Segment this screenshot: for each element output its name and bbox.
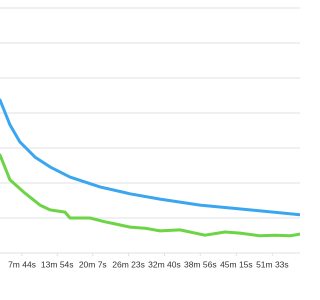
x-tick-label: 32m 40s <box>148 259 181 269</box>
x-tick-label: 38m 56s <box>184 259 217 269</box>
x-tick-label: 7m 44s <box>8 259 36 269</box>
x-tick-label: 26m 23s <box>112 259 145 269</box>
chart: 7m 44s 13m 54s 20m 7s 26m 23s 32m 40s 38m 56s… <box>0 7 300 269</box>
series-line <box>0 98 300 217</box>
x-tick-label: 20m 7s <box>79 259 107 269</box>
x-tick-label: 45m 15s <box>220 259 253 269</box>
x-tick-label: 13m 54s <box>41 259 74 269</box>
x-tick-label: 51m 33s <box>256 259 289 269</box>
series-line <box>0 153 300 238</box>
